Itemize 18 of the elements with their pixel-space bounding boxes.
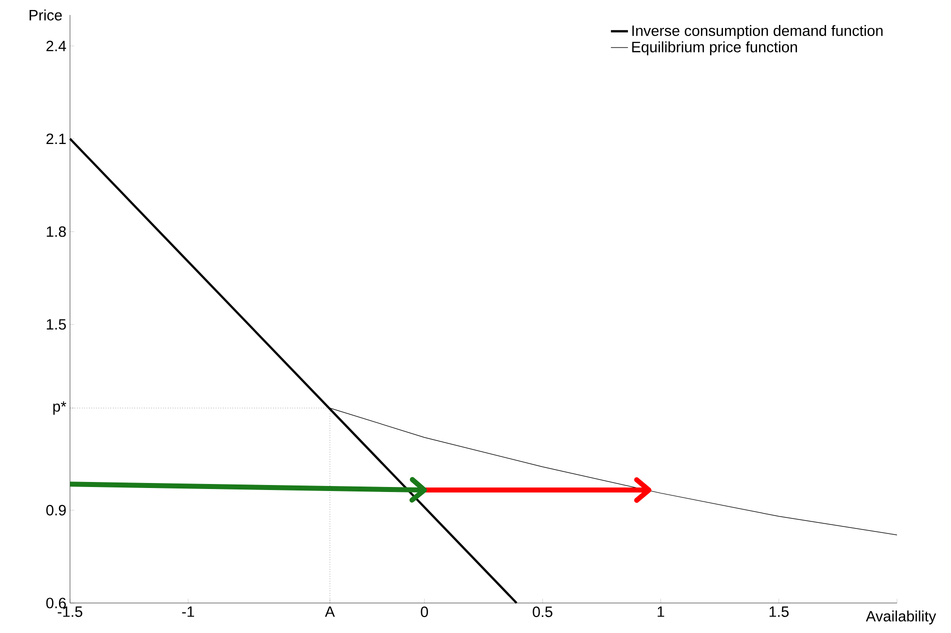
x-tick-label: 1	[658, 606, 664, 617]
y-tick-label: 0.6	[46, 598, 66, 608]
x-tick-label: -1	[182, 606, 194, 617]
y-tick-label: 1.5	[46, 319, 66, 330]
y-axis-title: Price	[30, 10, 62, 20]
x-tick-label: 0.5	[532, 606, 552, 618]
x-tick-label: 1.5	[770, 606, 789, 617]
y-tick-label: 2.1	[46, 134, 66, 144]
legend-label: Inverse consumption demand function	[632, 25, 883, 39]
x-axis-title: Availability	[866, 610, 936, 624]
y-tick-label: p*	[53, 401, 66, 415]
y-tick-label: 2.4	[46, 40, 66, 52]
x-tick-label: A	[324, 606, 335, 617]
y-tick-label: 0.9	[46, 504, 66, 516]
x-tick-label: -1.5	[58, 606, 82, 617]
legend-label: Equilibrium price function	[632, 41, 797, 56]
x-tick-label: 0	[420, 606, 428, 618]
y-tick-label: 1.8	[46, 226, 66, 237]
